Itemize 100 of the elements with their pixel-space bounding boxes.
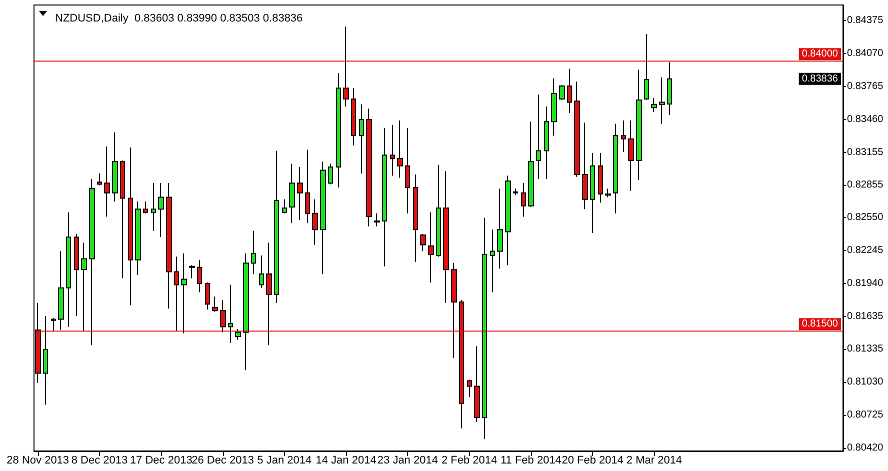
- candlestick: [497, 188, 503, 269]
- candlestick: [613, 123, 618, 214]
- y-tick-label: 0.81030: [847, 376, 884, 388]
- x-tick-label: 17 Dec 2013: [130, 454, 192, 466]
- candlestick: [521, 182, 526, 218]
- candlestick: [328, 163, 333, 185]
- annotation: 0.83836: [802, 73, 838, 84]
- candlestick: [104, 146, 110, 218]
- candlestick: [559, 84, 565, 101]
- y-tick-label: 0.83765: [847, 81, 884, 92]
- candlestick: [628, 120, 634, 192]
- candlestick: [659, 76, 665, 124]
- x-tick-label: 2 Feb 2014: [441, 454, 498, 466]
- candlestick: [158, 182, 164, 238]
- x-tick-label: 23 Jan 2014: [377, 454, 438, 466]
- candlestick: [212, 296, 218, 312]
- y-tick-label: 0.81335: [847, 343, 884, 354]
- candlestick: [413, 174, 418, 263]
- candlestick: [574, 81, 580, 178]
- y-tick-label: 0.83155: [847, 146, 884, 158]
- candlestick: [312, 198, 318, 246]
- candlestick: [397, 120, 403, 178]
- candlestick: [351, 88, 356, 146]
- candlestick: [474, 346, 480, 422]
- candlestick: [43, 316, 48, 406]
- candlestick: [151, 182, 156, 232]
- candlestick: [282, 198, 287, 214]
- candlestick: [636, 69, 642, 180]
- x-tick-label: 20 Feb 2014: [562, 454, 624, 466]
- candlestick: [289, 163, 295, 224]
- candlestick: [651, 97, 657, 112]
- candlestick: [228, 284, 233, 344]
- candlestick: [390, 124, 395, 176]
- candlestick: [128, 147, 133, 306]
- candlestick: [81, 242, 87, 332]
- candlestick: [89, 178, 95, 346]
- candlestick: [490, 229, 495, 293]
- candlestick: [259, 255, 264, 288]
- candlestick: [336, 72, 341, 188]
- y-tick-label: 0.84070: [847, 48, 884, 60]
- candlestick: [505, 175, 511, 266]
- y-tick-label: 0.81940: [847, 278, 884, 290]
- text: NZDUSD,Daily 0.83603 0.83990 0.83503 0.83836: [55, 12, 303, 24]
- candlestick: [667, 62, 672, 116]
- candlestick: [598, 152, 603, 204]
- candlestick: [197, 259, 202, 293]
- candlestick: [605, 188, 611, 198]
- candlestick: [374, 212, 380, 227]
- candlestick: [536, 94, 541, 180]
- candlestick: [443, 170, 449, 304]
- candlestick: [66, 212, 71, 328]
- candlestick: [428, 212, 434, 284]
- candlestick: [189, 264, 195, 279]
- candlestick: [482, 217, 487, 440]
- candlestick: [436, 164, 441, 258]
- candlestick: [243, 252, 249, 371]
- y-tick-label: 0.80725: [847, 409, 884, 420]
- candlestick: [97, 172, 102, 186]
- candlestick: [143, 201, 148, 214]
- candlestick: [74, 233, 79, 317]
- x-tick-label: 2 Mar 2014: [626, 454, 682, 466]
- candlestick: [544, 106, 549, 180]
- x-tick-label: 14 Jan 2014: [316, 454, 376, 466]
- y-tick-label: 0.82855: [847, 179, 884, 190]
- candlestick: [120, 160, 125, 279]
- candlestick: [582, 122, 588, 210]
- candlestick: [305, 149, 310, 224]
- y-tick-label: 0.84375: [847, 15, 884, 26]
- candlestick: [621, 120, 626, 152]
- candlestick: [135, 201, 141, 276]
- candlestick: [112, 132, 118, 202]
- y-tick-label: 0.82550: [847, 212, 884, 224]
- y-tick-label: 0.82245: [847, 245, 884, 256]
- candlestick: [382, 128, 387, 267]
- candlestick: [467, 379, 472, 398]
- x-tick-label: 11 Feb 2014: [500, 454, 562, 466]
- candlestick: [181, 252, 187, 334]
- candlestick: [51, 318, 56, 332]
- candlestick: [359, 104, 364, 174]
- candlestick: [320, 161, 326, 274]
- candlestick: [251, 230, 256, 274]
- x-tick-label: 8 Dec 2013: [71, 454, 128, 466]
- candlestick: [551, 78, 557, 136]
- candlestick: [528, 121, 534, 208]
- candlestick: [58, 250, 64, 331]
- ref-line-label: 0.84000: [802, 48, 838, 60]
- y-tick-label: 0.81635: [847, 311, 884, 322]
- candlestick: [405, 128, 410, 214]
- candlestick: [420, 233, 426, 252]
- candlestick: [166, 182, 172, 309]
- y-tick-label: 0.83460: [847, 114, 884, 125]
- candlestick: [205, 282, 210, 310]
- x-tick-label: 28 Nov 2013: [6, 454, 70, 466]
- candlestick: [297, 166, 303, 220]
- candlestick: [644, 34, 649, 101]
- ref-line-label: 0.81500: [802, 318, 838, 330]
- candlestick: [567, 68, 572, 114]
- y-tick-label: 0.80420: [847, 442, 884, 454]
- x-tick-label: 5 Jan 2014: [257, 454, 312, 466]
- x-tick-label: 26 Dec 2013: [192, 454, 254, 466]
